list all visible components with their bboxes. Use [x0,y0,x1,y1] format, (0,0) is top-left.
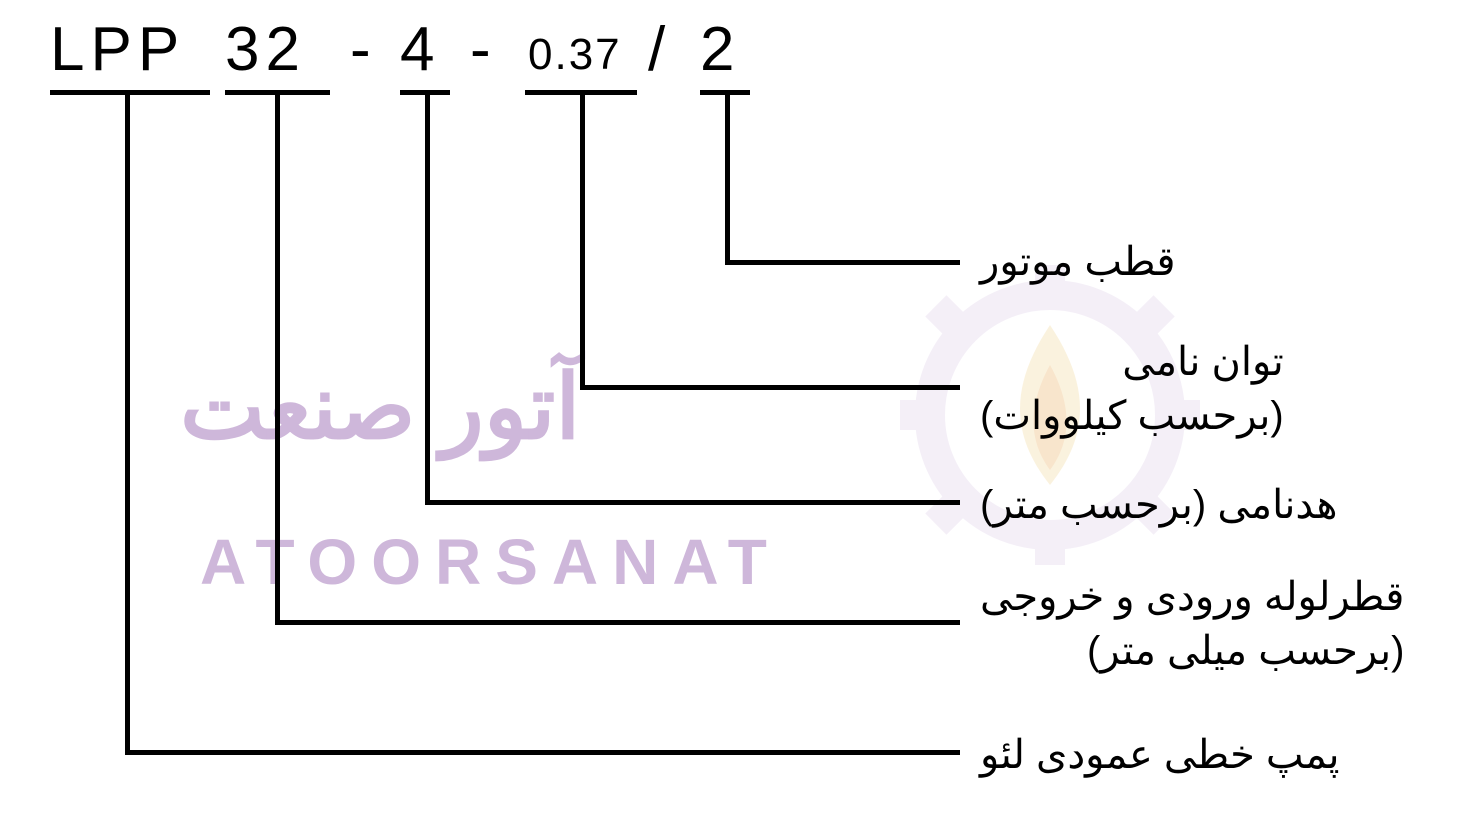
code-segment-2: - [350,14,377,85]
leader-label-2: هدنامی (برحسب متر) [980,478,1338,532]
code-segment-5: 0.37 [528,30,622,80]
code-segment-3: 4 [400,14,440,85]
leader-hline-2 [425,500,960,505]
leader-hline-0 [725,260,960,265]
leader-hline-4 [125,750,960,755]
leader-vline-3 [275,90,280,625]
leader-label-3: قطرلوله ورودی و خروجی(برحسب میلی متر) [980,570,1404,678]
leader-vline-0 [725,90,730,265]
code-underline-0 [50,90,210,95]
diagram-stage: آتور صنعت ATOORSANAT LPP32-4-0.37/2 قطب … [0,0,1484,820]
leader-vline-1 [580,90,585,390]
leader-vline-2 [425,90,430,505]
code-segment-4: - [470,14,497,85]
leader-hline-1 [580,385,960,390]
leader-label-4: پمپ خطی عمودی لئو [980,728,1339,782]
code-segment-7: 2 [700,14,740,85]
code-segment-1: 32 [225,14,306,85]
leader-hline-3 [275,620,960,625]
leader-vline-4 [125,90,130,755]
leader-label-0: قطب موتور [980,235,1176,289]
watermark-text-en: ATOORSANAT [200,525,781,599]
code-segment-6: / [648,14,671,85]
leader-label-1: توان نامی(برحسب کیلووات) [980,335,1284,443]
code-segment-0: LPP [50,14,185,85]
watermark-text-fa: آتور صنعت [180,355,580,460]
